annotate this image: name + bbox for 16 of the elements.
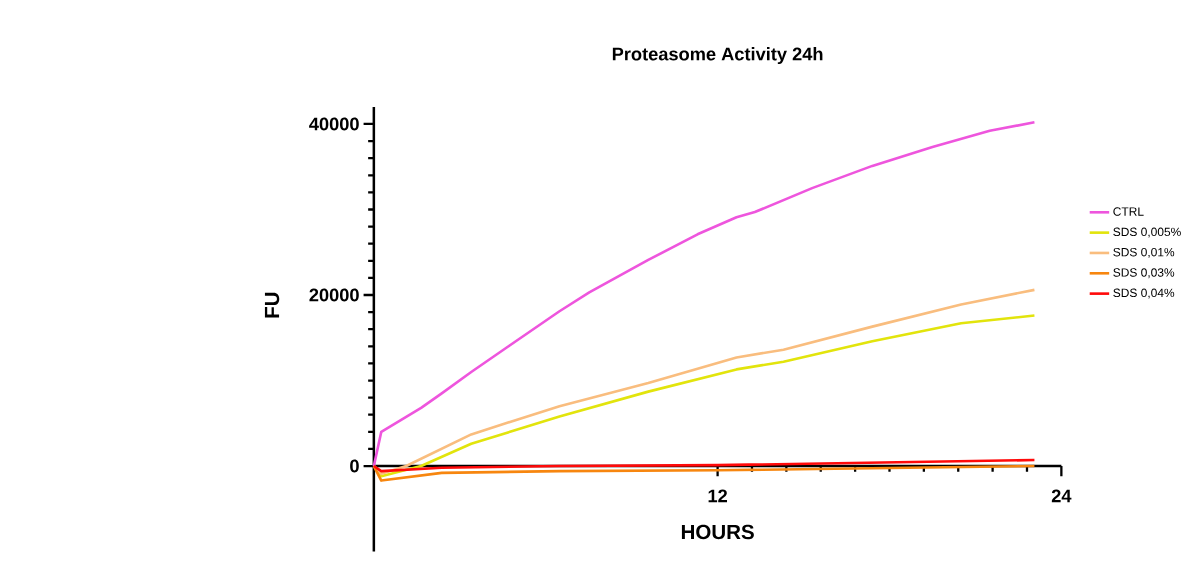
x-tick-label: 12 <box>708 489 728 503</box>
y-tick-label: 0 <box>350 459 359 473</box>
x-axis-title: HOURS <box>681 524 754 540</box>
line-series <box>372 458 1036 473</box>
y-axis-title: FU <box>264 293 280 318</box>
x-tick-label: 24 <box>1051 489 1072 503</box>
legend-label: SDS 0,005% <box>1113 227 1181 238</box>
y-tick-label: 20000 <box>309 288 359 302</box>
legend-label: SDS 0,04% <box>1113 288 1175 299</box>
legend-label: SDS 0,01% <box>1113 248 1175 259</box>
legend-label: CTRL <box>1113 207 1144 216</box>
line-series <box>372 464 1036 483</box>
legend-label: SDS 0,03% <box>1113 268 1175 279</box>
line-series <box>372 121 1036 468</box>
y-tick-label: 40000 <box>309 117 359 131</box>
chart-title: Proteasome Activity 24h <box>612 47 823 65</box>
